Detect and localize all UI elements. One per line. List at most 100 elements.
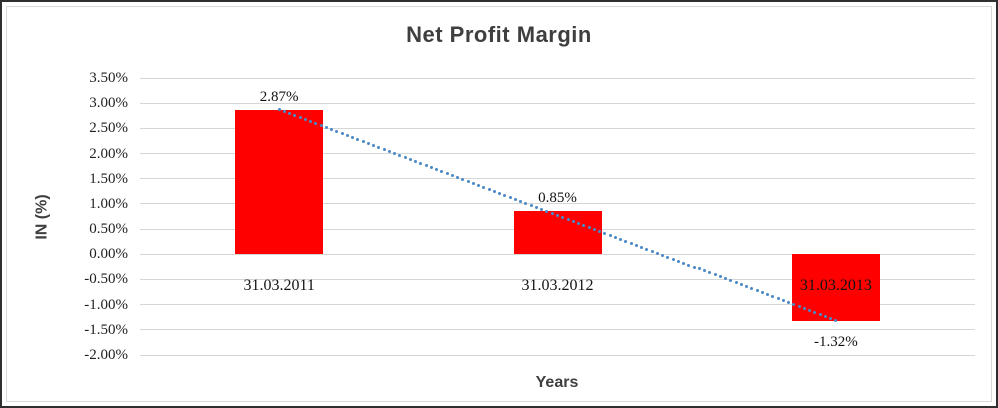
trendline-dot (282, 110, 286, 114)
trendline-dot (440, 169, 444, 173)
gridline (140, 203, 975, 205)
trendline-dot (619, 237, 623, 241)
trendline-dot (393, 152, 397, 156)
gridline (140, 304, 975, 306)
trendline-dot (492, 189, 496, 193)
trendline-dot (797, 305, 801, 309)
trendline-dot (466, 179, 470, 183)
trendline-dot (755, 289, 759, 293)
trendline-dot (340, 132, 344, 136)
trendline-dot (802, 307, 806, 311)
trendline-dot (561, 215, 565, 219)
trendline-dot (445, 171, 449, 175)
trendline-dot (387, 150, 391, 154)
trendline-dot (613, 235, 617, 239)
trendline-dot (487, 187, 491, 191)
trendline-dot (571, 219, 575, 223)
trendline-dot (477, 183, 481, 187)
category-label: 31.03.2013 (799, 277, 872, 295)
trendline-dot (655, 251, 659, 255)
trendline-dot (435, 167, 439, 171)
trendline-dot (787, 301, 791, 305)
trendline-dot (582, 223, 586, 227)
y-axis-title: IN (%) (33, 194, 51, 240)
trendline-dot (823, 315, 827, 319)
trendline-dot (382, 148, 386, 152)
trendline-dot (309, 120, 313, 124)
trendline-dot (577, 221, 580, 225)
trendline-dot (351, 136, 355, 140)
trendline-dot (403, 156, 407, 159)
bar-31.03.2013 (791, 254, 880, 321)
data-label: 0.85% (538, 190, 577, 207)
gridline (140, 127, 975, 129)
trendline-dot (529, 203, 533, 207)
trendline-dot (508, 195, 512, 199)
trendline-dot (682, 261, 686, 265)
trendline-dot (808, 309, 812, 313)
trendline-dot (640, 245, 644, 249)
trendline-dot (598, 229, 601, 233)
trendline-dot (629, 241, 633, 245)
trendline-dot (760, 291, 764, 295)
gridline (140, 77, 975, 79)
gridline (140, 354, 975, 356)
trendline-dot (498, 191, 502, 195)
trendline-dot (661, 253, 665, 257)
trendline-dot (687, 263, 691, 267)
trendline-dot (818, 313, 822, 317)
trendline-dot (534, 205, 538, 209)
trendline-dot (781, 299, 785, 303)
category-label: 31.03.2011 (243, 277, 315, 295)
trendline-dot (414, 159, 418, 163)
y-axis-tick-label: -1.50% (84, 321, 128, 338)
trendline-dot (324, 126, 328, 130)
data-label: -1.32% (813, 333, 858, 350)
trendline-dot (834, 319, 838, 323)
gridline (140, 253, 975, 255)
trendline-dot (671, 257, 675, 261)
bar-31.03.2011 (235, 109, 324, 255)
gridline (140, 278, 975, 280)
trendline-dot (750, 287, 754, 291)
data-label: 2.87% (259, 88, 299, 105)
trendline-dot (524, 201, 528, 205)
trendline-dot (482, 185, 486, 189)
trendline-dot (288, 112, 292, 116)
trendline-dot (277, 108, 281, 112)
trendline-dot (456, 175, 460, 179)
trendline-dot (335, 130, 339, 134)
bar-31.03.2012 (513, 211, 602, 255)
y-axis-tick-label: 3.00% (89, 95, 128, 112)
y-axis-tick-label: 3.50% (89, 70, 128, 86)
trendline-dot (298, 116, 302, 120)
trendline-dot (377, 146, 381, 150)
y-axis-tick-label: 1.50% (89, 170, 128, 187)
trendline-dot (303, 118, 307, 122)
trendline-dot (419, 161, 423, 165)
trendline-dot (724, 277, 728, 281)
y-axis-tick-label: -2.00% (84, 347, 128, 363)
trendline-dot (718, 275, 722, 279)
trendline-dot (503, 193, 507, 197)
trendline-dot (566, 217, 570, 221)
trendline-dot (398, 154, 402, 158)
trendline-dot (424, 163, 428, 167)
trendline-dot (429, 165, 433, 169)
trendline-dot (408, 157, 412, 161)
chart-title: Net Profit Margin (406, 22, 592, 47)
trendline-dot (361, 140, 365, 144)
trendline-dot (461, 177, 465, 181)
trendline-dot (603, 231, 607, 235)
gridline (140, 329, 975, 331)
y-axis-tick-label: 0.50% (89, 221, 128, 238)
trendline-dot (666, 255, 670, 259)
trendline-dot (540, 207, 544, 211)
trendline-dot (356, 138, 360, 142)
trendline-dot (550, 211, 554, 215)
trendline-dot (372, 144, 376, 148)
y-axis-tick-label: 1.00% (89, 195, 128, 212)
y-axis-tick-label: 2.50% (89, 120, 128, 137)
trendline-dot (587, 225, 591, 229)
